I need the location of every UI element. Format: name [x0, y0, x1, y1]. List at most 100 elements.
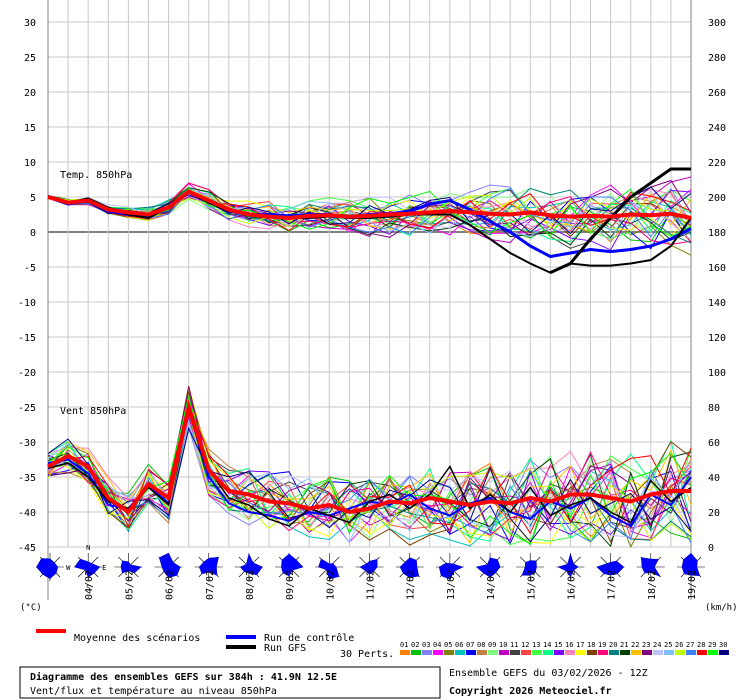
pert-swatch [686, 650, 696, 655]
wind-rose [234, 553, 263, 581]
pert-number: 10 [499, 641, 507, 649]
pert-swatch [664, 650, 674, 655]
gfs-temp-line [47, 190, 692, 274]
perturbation-legend: 01 02 03 04 05 06 07 08 09 10 11 12 13 14 15 16 17 18 19 20… [400, 641, 729, 655]
left-tick-label: -45 [18, 543, 36, 554]
left-tick-label: -35 [18, 473, 36, 484]
member-temp-line [47, 187, 692, 244]
rose-shape [74, 558, 101, 578]
left-tick-label: 10 [24, 158, 36, 169]
x-tick-label: 04/02 [84, 570, 95, 600]
pert-swatch [565, 650, 575, 655]
x-tick-label: 14/02 [486, 570, 497, 600]
right-tick-label: 240 [708, 123, 726, 134]
legend-gfs-label: Run GFS [264, 643, 306, 654]
wind-panel-label: Vent 850hPa [60, 406, 126, 417]
info-subtitle: Vent/flux et température au niveau 850hP… [30, 685, 277, 697]
gfs-temp-peak-line [549, 167, 691, 274]
member-wind-line [47, 427, 692, 544]
compass-letter: E [102, 564, 106, 572]
rose-shape [681, 552, 701, 576]
compass-letter: S [86, 584, 90, 592]
pert-swatch [708, 650, 718, 655]
pert-swatch [477, 650, 487, 655]
pert-swatch [433, 650, 443, 655]
right-tick-label: 280 [708, 53, 726, 64]
pert-swatch [554, 650, 564, 655]
right-tick-label: 180 [708, 228, 726, 239]
wind-rose [114, 553, 143, 581]
copyright: Copyright 2026 Meteociel.fr [449, 685, 612, 697]
x-tick-label: 18/02 [647, 570, 658, 600]
pert-number: 08 [477, 641, 485, 649]
pert-number: 26 [675, 641, 683, 649]
pert-swatch [532, 650, 542, 655]
left-tick-label: -25 [18, 403, 36, 414]
wind-rose-row: N S W E [36, 544, 705, 592]
wind-rose [677, 552, 705, 581]
pert-swatch [697, 650, 707, 655]
member-wind-line [47, 422, 692, 538]
pert-swatch [521, 650, 531, 655]
right-tick-label: 100 [708, 368, 726, 379]
rose-shape [36, 558, 59, 580]
legend: Moyenne des scénarios Run de contrôle Ru… [36, 629, 729, 660]
pert-swatch [642, 650, 652, 655]
wind-rose [636, 553, 665, 581]
x-tick-label: 19/02 [687, 570, 698, 600]
right-tick-label: 260 [708, 88, 726, 99]
member-wind-line [47, 411, 692, 543]
left-tick-label: -20 [18, 368, 36, 379]
pert-number: 27 [686, 641, 694, 649]
compass-letter: W [66, 564, 71, 572]
x-tick-label: 16/02 [566, 570, 577, 600]
legend-control-label: Run de contrôle [264, 632, 354, 644]
right-tick-label: 300 [708, 18, 726, 29]
pert-swatch [598, 650, 608, 655]
x-tick-label: 05/02 [124, 570, 135, 600]
info-box [19, 666, 441, 699]
x-tick-label: 10/02 [325, 570, 336, 600]
pert-number: 02 [411, 641, 419, 649]
x-tick-label: 09/02 [285, 570, 296, 600]
wind-rose [154, 552, 183, 581]
wind-rose [74, 553, 103, 581]
left-axis: 30 25 20 15 10 5 0 -5 -10 -15 -20 -25 -30 -35 -40 -45 [18, 18, 36, 554]
pert-swatch [488, 650, 498, 655]
wind-rose [395, 553, 424, 581]
right-tick-label: 200 [708, 193, 726, 204]
rose-shape [399, 557, 420, 578]
rose-shape [159, 552, 181, 578]
pert-swatch [444, 650, 454, 655]
right-axis: 3002802602402202001801601401201008060402… [708, 18, 726, 554]
legend-perts-label: 30 Perts. [340, 649, 394, 660]
left-tick-label: 25 [24, 53, 36, 64]
pert-number: 21 [620, 641, 628, 649]
x-tick-label: 11/02 [366, 570, 377, 600]
left-tick-label: 5 [30, 193, 36, 204]
wind-rose [36, 553, 64, 581]
right-tick-label: 80 [708, 403, 720, 414]
left-tick-label: -10 [18, 298, 36, 309]
pert-swatch [587, 650, 597, 655]
info-title: Diagramme des ensembles GEFS sur 384h : … [30, 671, 337, 683]
pert-swatch [499, 650, 509, 655]
pert-number: 20 [609, 641, 617, 649]
pert-number: 06 [455, 641, 463, 649]
left-tick-label: -30 [18, 438, 36, 449]
pert-swatch [631, 650, 641, 655]
pert-number: 19 [598, 641, 606, 649]
pert-number: 16 [565, 641, 573, 649]
wind-rose [275, 553, 304, 581]
pert-number: 29 [708, 641, 716, 649]
left-axis-unit: (°C) [20, 603, 42, 613]
pert-swatch [609, 650, 619, 655]
member-temp-line [47, 194, 692, 230]
mean-temp-line [47, 189, 692, 221]
wind-rose [435, 553, 464, 581]
right-tick-label: 120 [708, 333, 726, 344]
pert-swatch [543, 650, 553, 655]
pert-number: 25 [664, 641, 672, 649]
x-tick-label: 13/02 [446, 570, 457, 600]
